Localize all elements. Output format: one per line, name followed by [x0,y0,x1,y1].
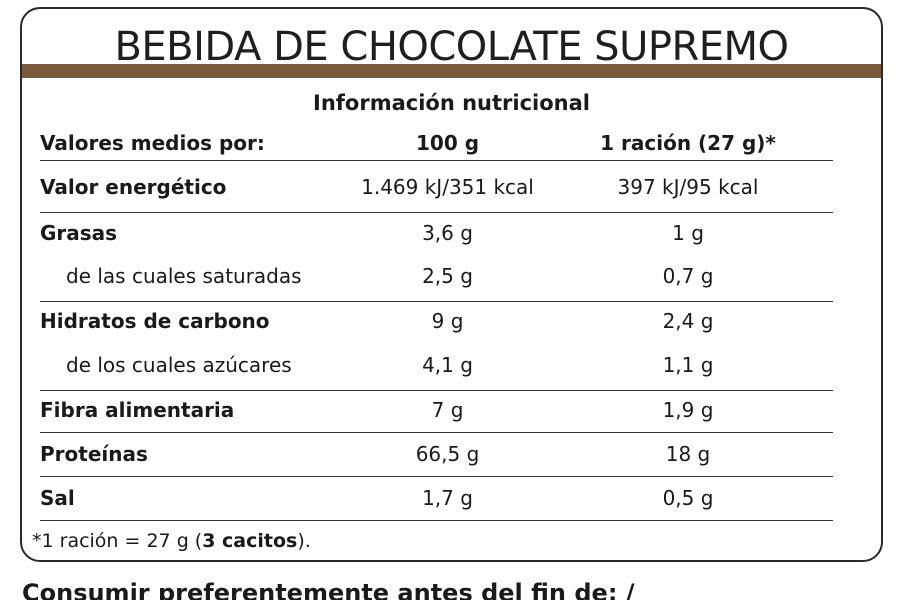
header-per-100g: 100 g [415,131,480,155]
value-per-100g: 7 g [431,398,464,422]
best-before-text: Consumir preferentemente antes del fin d… [22,579,635,600]
nutrition-row-salt: Sal 1,7 g 0,5 g [40,478,833,518]
value-per-100g: 3,6 g [422,221,473,245]
nutrient-name: de las cuales saturadas [66,264,302,288]
header-label: Valores medios por: [40,131,265,155]
row-divider [40,390,833,391]
row-divider [40,301,833,302]
nutrition-row-energy: Valor energético 1.469 kJ/351 kcal 397 k… [40,167,833,207]
nutrition-header-row: Valores medios por: 100 g 1 ración (27 g… [40,123,833,163]
nutrient-name: Hidratos de carbono [40,309,270,333]
value-per-portion: 0,5 g [662,486,714,510]
title-divider-band [22,64,881,78]
product-title: BEBIDA DE CHOCOLATE SUPREMO [114,24,789,70]
row-divider [40,520,833,521]
value-per-100g: 66,5 g [415,442,480,466]
nutrient-name: Sal [40,486,75,510]
footnote-prefix: *1 ración = 27 g ( [32,530,203,552]
header-per-portion: 1 ración (27 g)* [600,131,776,155]
nutrient-name: de los cuales azúcares [66,353,292,377]
value-per-portion: 1,1 g [662,353,714,377]
nutrition-row-fibre: Fibra alimentaria 7 g 1,9 g [40,390,833,430]
value-per-portion: 397 kJ/95 kcal [617,175,759,199]
footnote-bold: 3 cacitos [202,530,298,552]
nutrient-name: Grasas [40,221,118,245]
nutrient-name: Proteínas [40,442,148,466]
value-per-100g: 2,5 g [422,264,473,288]
nutrient-name: Valor energético [40,175,227,199]
value-per-portion: 1 g [672,221,704,245]
value-per-100g: 9 g [431,309,464,333]
nutrition-row-carbohydrates: Hidratos de carbono 9 g 2,4 g [40,301,833,341]
value-per-100g: 1,7 g [422,486,473,510]
row-divider [40,212,833,213]
value-per-portion: 1,9 g [662,398,714,422]
value-per-portion: 2,4 g [662,309,714,333]
row-divider [40,476,833,477]
footnote-suffix: ). [297,530,311,552]
nutrient-name: Fibra alimentaria [40,398,235,422]
nutrition-row-fats: Grasas 3,6 g 1 g [40,213,833,253]
row-divider [40,160,833,161]
value-per-100g: 1.469 kJ/351 kcal [361,175,534,199]
value-per-portion: 18 g [665,442,711,466]
value-per-portion: 0,7 g [662,264,714,288]
portion-footnote: *1 ración = 27 g (3 cacitos). [32,528,311,554]
row-divider [40,432,833,433]
value-per-100g: 4,1 g [422,353,473,377]
nutrition-label-panel: BEBIDA DE CHOCOLATE SUPREMO Información … [20,7,883,562]
nutrition-table-title: Información nutricional [313,91,590,115]
nutrition-row-sugars: de los cuales azúcares 4,1 g 1,1 g [40,345,833,385]
nutrition-row-protein: Proteínas 66,5 g 18 g [40,434,833,474]
nutrition-row-saturated: de las cuales saturadas 2,5 g 0,7 g [40,256,833,296]
